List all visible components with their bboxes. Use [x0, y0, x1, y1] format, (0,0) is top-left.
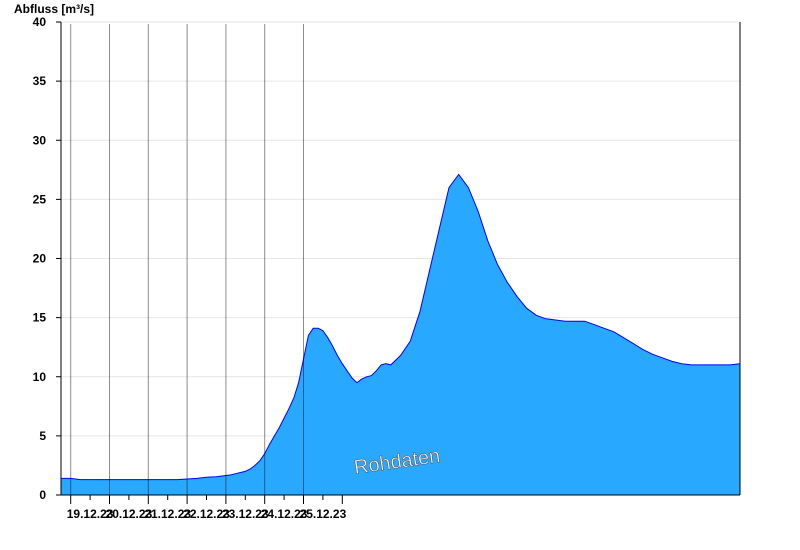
- discharge-area: [61, 174, 740, 495]
- y-tick-label-35: 35: [33, 74, 47, 88]
- discharge-line: [61, 173, 741, 481]
- x-tick-label-19.12.23: 19.12.23: [67, 507, 114, 521]
- y-tick-label-10: 10: [33, 370, 47, 384]
- y-tick-label-0: 0: [39, 488, 46, 502]
- x-tick-label-25.12.23: 25.12.23: [300, 507, 347, 521]
- y-axis-label: Abfluss [m³/s]: [14, 2, 94, 16]
- y-tick-label-15: 15: [33, 311, 47, 325]
- x-tick-label-23.12.23: 23.12.23: [222, 507, 269, 521]
- x-tick-label-24.12.23: 24.12.23: [261, 507, 308, 521]
- y-tick-label-25: 25: [33, 192, 47, 206]
- y-tick-label-40: 40: [33, 15, 47, 29]
- y-tick-label-5: 5: [39, 429, 46, 443]
- x-tick-label-21.12.23: 21.12.23: [144, 507, 191, 521]
- y-tick-label-30: 30: [33, 133, 47, 147]
- x-tick-label-22.12.23: 22.12.23: [183, 507, 230, 521]
- x-tick-label-20.12.23: 20.12.23: [106, 507, 153, 521]
- y-tick-label-20: 20: [33, 252, 47, 266]
